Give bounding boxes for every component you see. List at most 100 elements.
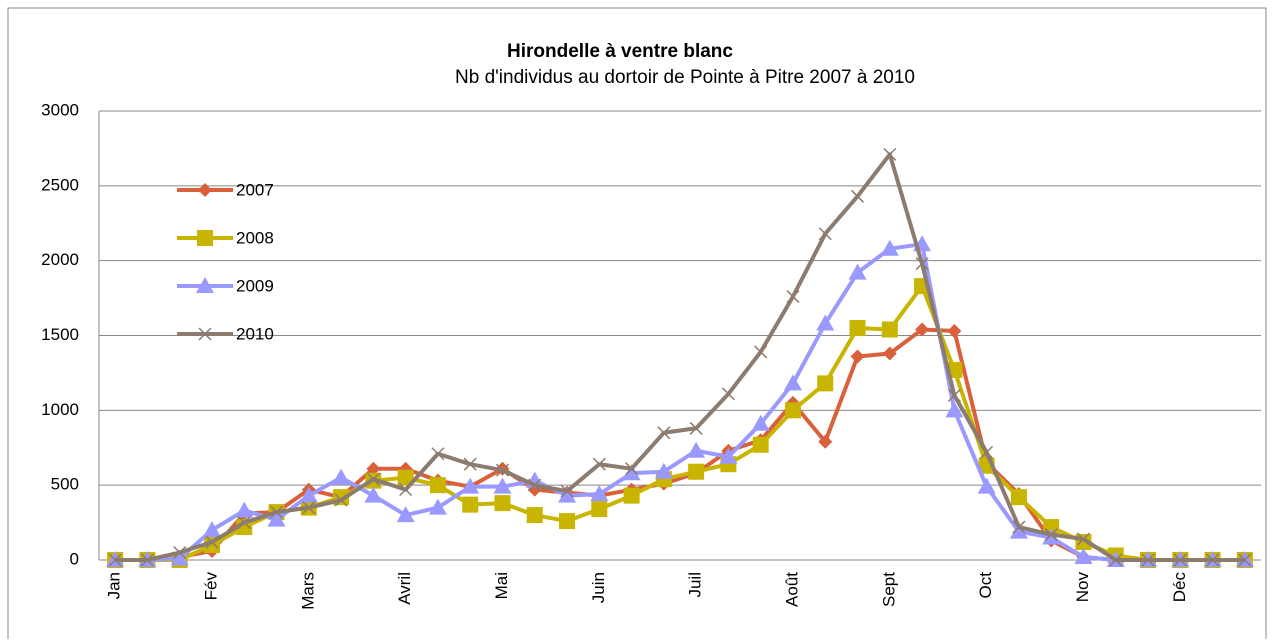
marker bbox=[817, 375, 834, 392]
x-tick-label: Oct bbox=[976, 572, 995, 599]
marker bbox=[689, 421, 703, 435]
marker bbox=[850, 349, 865, 364]
marker bbox=[947, 324, 962, 339]
marker bbox=[786, 290, 800, 304]
marker bbox=[198, 183, 212, 197]
y-tick-label: 0 bbox=[70, 549, 79, 568]
series-line bbox=[115, 152, 1245, 562]
marker bbox=[170, 549, 189, 566]
legend-label: 2008 bbox=[236, 228, 274, 247]
marker bbox=[494, 495, 511, 512]
x-tick-label: Fév bbox=[201, 572, 220, 601]
marker bbox=[688, 463, 705, 480]
chart-subtitle: Nb d'individus au dortoir de Pointe à Pi… bbox=[455, 67, 915, 88]
legend-label: 2007 bbox=[236, 180, 274, 199]
marker bbox=[267, 510, 286, 527]
marker bbox=[495, 463, 510, 477]
marker bbox=[332, 468, 351, 485]
marker bbox=[623, 487, 640, 504]
x-tick-label: Mai bbox=[492, 572, 511, 599]
marker bbox=[1010, 489, 1027, 506]
marker bbox=[108, 553, 122, 567]
x-tick-label: Jan bbox=[105, 572, 124, 599]
marker bbox=[396, 506, 415, 523]
marker bbox=[399, 483, 413, 497]
marker bbox=[947, 388, 961, 402]
marker bbox=[462, 496, 479, 513]
marker bbox=[302, 501, 316, 515]
marker bbox=[883, 147, 897, 161]
marker bbox=[1238, 553, 1252, 567]
x-tick-label: Mars bbox=[298, 572, 317, 610]
marker bbox=[528, 478, 542, 492]
marker bbox=[493, 477, 512, 494]
marker bbox=[784, 402, 801, 419]
y-tick-label: 1000 bbox=[41, 400, 79, 419]
marker bbox=[592, 457, 606, 471]
marker bbox=[196, 277, 214, 293]
marker bbox=[1173, 553, 1187, 567]
marker bbox=[235, 501, 254, 518]
marker bbox=[366, 461, 381, 476]
marker bbox=[752, 436, 769, 453]
marker bbox=[880, 239, 899, 256]
marker bbox=[1044, 528, 1058, 542]
marker bbox=[783, 374, 802, 391]
marker bbox=[625, 462, 639, 476]
y-tick-label: 3000 bbox=[41, 100, 79, 119]
marker bbox=[429, 477, 446, 494]
marker bbox=[397, 469, 414, 486]
marker bbox=[334, 493, 348, 507]
marker bbox=[173, 545, 187, 560]
marker bbox=[945, 401, 964, 418]
marker bbox=[1206, 553, 1220, 567]
marker bbox=[198, 327, 212, 341]
marker bbox=[269, 505, 284, 519]
marker bbox=[1109, 553, 1123, 567]
marker bbox=[366, 472, 380, 486]
marker bbox=[590, 485, 609, 502]
y-tick-label: 2000 bbox=[41, 250, 79, 269]
marker bbox=[461, 477, 480, 494]
marker bbox=[1076, 532, 1091, 546]
x-tick-label: Sept bbox=[879, 572, 898, 607]
marker bbox=[980, 445, 994, 459]
marker bbox=[428, 498, 447, 515]
marker bbox=[818, 227, 832, 241]
marker bbox=[1141, 553, 1155, 567]
marker bbox=[431, 447, 445, 461]
marker bbox=[237, 516, 251, 530]
marker bbox=[687, 441, 706, 458]
marker bbox=[721, 387, 735, 401]
marker bbox=[559, 513, 576, 530]
marker bbox=[915, 322, 930, 337]
x-tick-label: Déc bbox=[1170, 572, 1189, 603]
marker bbox=[881, 321, 898, 338]
marker bbox=[622, 464, 641, 481]
marker bbox=[915, 257, 929, 271]
marker bbox=[654, 462, 673, 479]
marker bbox=[591, 501, 608, 518]
marker bbox=[1009, 522, 1028, 539]
marker bbox=[816, 314, 835, 331]
legend-label: 2010 bbox=[236, 324, 274, 343]
marker bbox=[299, 486, 318, 503]
y-tick-label: 500 bbox=[51, 475, 79, 494]
y-tick-label: 2500 bbox=[41, 175, 79, 194]
marker bbox=[850, 189, 865, 203]
marker bbox=[526, 507, 543, 524]
marker bbox=[657, 426, 671, 440]
x-tick-label: Nov bbox=[1073, 572, 1092, 603]
marker bbox=[140, 553, 154, 567]
marker bbox=[202, 521, 221, 538]
marker bbox=[1074, 548, 1093, 565]
marker bbox=[751, 414, 770, 431]
marker bbox=[197, 230, 213, 246]
marker bbox=[719, 447, 738, 464]
x-tick-label: Juin bbox=[589, 572, 608, 603]
marker bbox=[849, 320, 866, 337]
marker bbox=[977, 477, 996, 494]
x-tick-label: Avril bbox=[395, 572, 414, 605]
marker bbox=[463, 457, 477, 471]
